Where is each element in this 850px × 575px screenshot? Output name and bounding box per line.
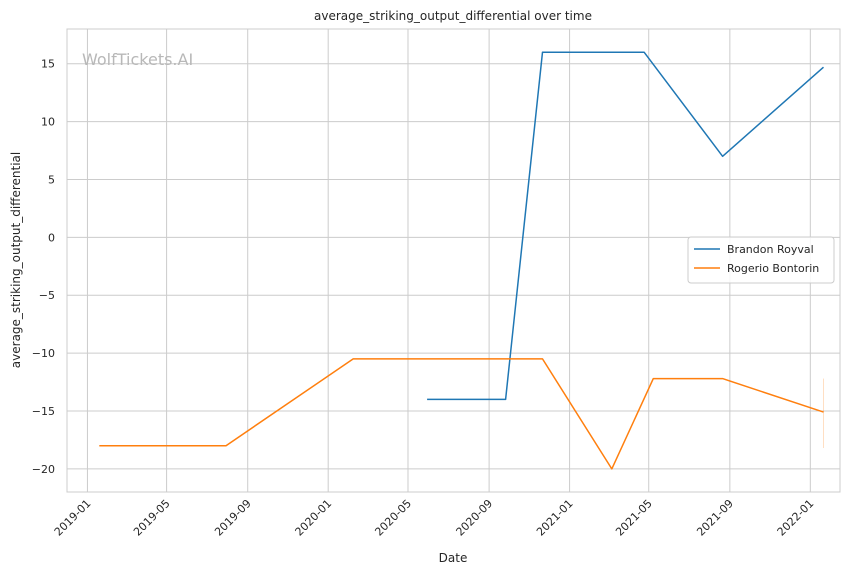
- plot-frame: [66, 28, 841, 493]
- y-tick-label: 5: [48, 173, 55, 186]
- legend-box: [687, 236, 835, 284]
- legend-label: Rogerio Bontorin: [727, 262, 819, 275]
- series-line: [99, 358, 824, 470]
- watermark: WolfTickets.AI: [82, 50, 193, 69]
- y-tick-label: 10: [41, 116, 55, 129]
- y-tick-label: 0: [48, 231, 55, 244]
- legend-label: Brandon Royval: [727, 243, 814, 256]
- series-layer: [99, 51, 825, 470]
- chart-title: average_striking_output_differential ove…: [314, 9, 592, 23]
- y-tick-label: −15: [32, 405, 55, 418]
- y-axis-title: average_striking_output_differential: [9, 152, 23, 368]
- y-tick-label: −5: [39, 289, 55, 302]
- legend: Brandon Royval Rogerio Bontorin: [687, 236, 835, 284]
- y-tick-label: −10: [32, 347, 55, 360]
- series-line: [427, 51, 824, 401]
- x-axis-title: Date: [439, 551, 468, 565]
- y-tick-label: 15: [41, 58, 55, 71]
- y-tick-label: −20: [32, 463, 55, 476]
